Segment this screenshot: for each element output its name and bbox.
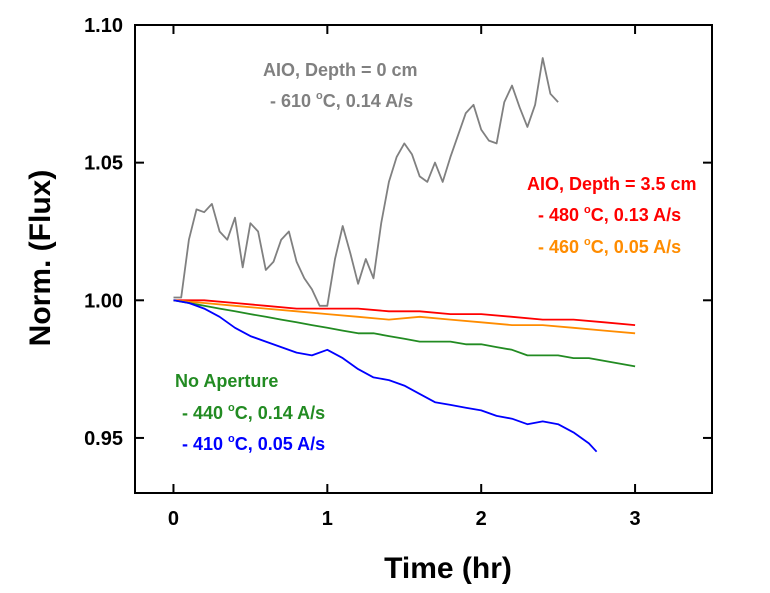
series-layer [173, 57, 636, 453]
x-tick-label: 1 [322, 508, 333, 530]
series-line-aio35-460 [173, 299, 636, 335]
series-line-noap-410 [173, 299, 598, 453]
x-tick-label: 0 [168, 508, 179, 530]
annotation-noap-head: No Aperture [175, 371, 278, 391]
y-axis-title: Norm. (Flux) [24, 170, 57, 347]
series-line-noap-440 [173, 299, 636, 368]
plot-frame [134, 24, 713, 494]
annotation-aio0-s1: - 610 oC, 0.14 A/s [270, 90, 413, 111]
annotation-aio35-s1: - 480 oC, 0.13 A/s [538, 204, 681, 225]
x-tick-label: 3 [630, 508, 641, 530]
series-line-aio35-480 [173, 299, 636, 326]
annotation-aio35-s2: - 460 oC, 0.05 A/s [538, 236, 681, 257]
annotation-layer: AIO, Depth = 0 cm - 610 oC, 0.14 A/s AIO, … [175, 60, 697, 454]
ticks-layer: 0 1 2 3 0.95 1.00 1.05 1.10 [84, 15, 712, 530]
x-axis-title: Time (hr) [384, 552, 512, 585]
y-tick-label: 1.05 [84, 153, 123, 175]
annotation-aio0-head: AIO, Depth = 0 cm [263, 60, 418, 80]
y-tick-label: 1.00 [84, 290, 123, 312]
axes-frame [134, 24, 713, 494]
y-tick-label: 0.95 [84, 428, 123, 450]
annotation-noap-s1: - 440 oC, 0.14 A/s [182, 402, 325, 423]
series-line-aio0-610 [173, 57, 559, 307]
annotation-noap-s2: - 410 oC, 0.05 A/s [182, 433, 325, 454]
y-tick-label: 1.10 [84, 15, 123, 37]
annotation-aio35-head: AIO, Depth = 3.5 cm [527, 174, 697, 194]
x-tick-label: 2 [476, 508, 487, 530]
